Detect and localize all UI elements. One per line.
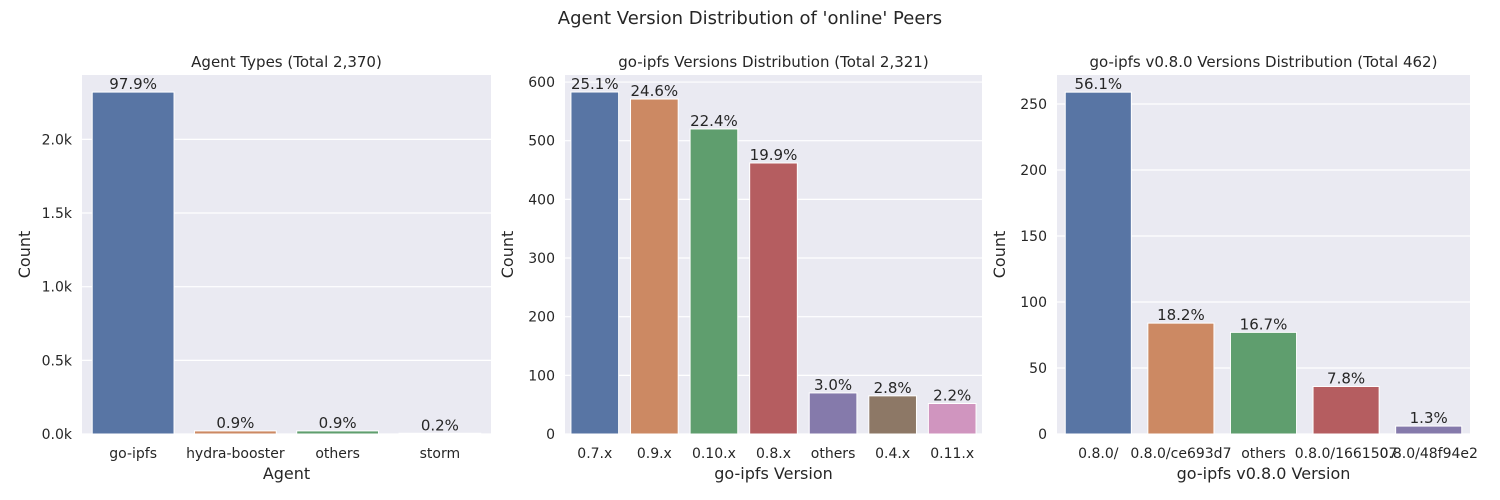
bar-percent-label: 16.7% [1240,315,1288,333]
bar-percent-label: 7.8% [1327,369,1365,387]
y-tick-label: 100 [1020,295,1047,311]
bar [296,430,380,435]
x-tick-label: 0.8.0/48f94e2 [1379,446,1477,462]
x-axis-label: Agent [263,464,310,483]
y-tick-label: 600 [528,75,555,91]
bar [193,430,277,435]
bar-percent-label: 19.9% [750,146,798,164]
y-tick-label: 400 [528,192,555,208]
bar [1064,91,1132,435]
x-tick-label: 0.8.0/1661507 [1295,446,1398,462]
x-tick-label: others [1241,446,1286,462]
subplot-title: go-ipfs Versions Distribution (Total 2,3… [618,53,928,71]
x-tick-label: hydra-booster [186,446,285,462]
y-tick-label: 2.0k [42,132,73,148]
bar [1147,322,1215,435]
x-tick-label: 0.7.x [577,446,612,462]
chart-panel-3: 0 50 100 150 200 250 56.1% 0.8.0/18.2% 0.8.0/ce6… [990,53,1478,483]
x-tick-label: 0.8.0/ [1078,446,1119,462]
y-tick-label: 0.5k [42,353,73,369]
x-tick-label: 0.4.x [875,446,910,462]
x-tick-label: go-ipfs [109,446,157,462]
x-tick-label: others [315,446,360,462]
y-tick-label: 500 [528,134,555,150]
bar [927,402,977,435]
bar-percent-label: 0.9% [216,414,254,432]
x-tick-label: storm [420,446,461,462]
bar [570,91,620,435]
bar-percent-label: 25.1% [571,75,619,93]
x-axis-label: go-ipfs Version [714,464,833,483]
x-tick-label: 0.8.0/ce693d7 [1130,446,1231,462]
bar-percent-label: 56.1% [1074,75,1122,93]
bar-percent-label: 2.8% [874,379,912,397]
x-tick-label: 0.10.x [692,446,736,462]
y-tick-label: 0.0k [42,427,73,443]
bar [1312,385,1380,435]
y-axis-label: Count [990,231,1009,279]
bar-percent-label: 22.4% [690,112,738,130]
bar [868,395,917,435]
bar-percent-label: 24.6% [631,82,679,100]
chart-panels: 0.0k 0.5k 1.0k 1.5k 2.0k 97.9% go-ipfs 0.9% hydr… [15,53,1478,483]
bar-percent-label: 3.0% [814,376,852,394]
y-tick-label: 1.5k [42,206,73,222]
y-tick-label: 300 [528,251,555,267]
bar [689,128,739,435]
bar-percent-label: 0.9% [319,414,357,432]
bar [1395,425,1463,435]
y-tick-label: 200 [1020,163,1047,179]
bar-percent-label: 1.3% [1410,409,1448,427]
y-tick-label: 150 [1020,229,1047,245]
y-tick-label: 100 [528,368,555,384]
bar-percent-label: 0.2% [421,416,459,434]
bar [630,98,679,435]
y-tick-label: 250 [1020,97,1047,113]
y-tick-label: 200 [528,310,555,326]
y-tick-label: 50 [1029,361,1047,377]
bar [1229,331,1298,435]
bar [749,162,798,435]
y-tick-label: 1.0k [42,280,73,296]
x-axis-label: go-ipfs v0.8.0 Version [1177,464,1351,483]
y-axis-label: Count [15,231,34,279]
subplot-title: Agent Types (Total 2,370) [191,53,382,71]
bar [91,91,175,435]
chart-panel-1: 0.0k 0.5k 1.0k 1.5k 2.0k 97.9% go-ipfs 0.9% hydr… [15,53,491,483]
figure-suptitle: Agent Version Distribution of 'online' P… [558,8,942,29]
bar [398,432,482,435]
x-tick-label: 0.11.x [930,446,974,462]
y-axis-label: Count [498,231,517,279]
bar-percent-label: 18.2% [1157,306,1205,324]
bar-percent-label: 97.9% [109,75,157,93]
x-tick-label: 0.9.x [637,446,672,462]
chart-panel-2: 0 100 200 300 400 500 600 25.1% 0.7.x 24.6% 0.9.x 2… [498,53,982,483]
x-tick-label: 0.8.x [756,446,791,462]
bar-percent-label: 2.2% [933,386,971,404]
bar [808,392,858,435]
y-tick-label: 0 [546,427,555,443]
x-tick-label: others [811,446,856,462]
subplot-title: go-ipfs v0.8.0 Versions Distribution (To… [1090,53,1438,71]
y-tick-label: 0 [1038,427,1047,443]
